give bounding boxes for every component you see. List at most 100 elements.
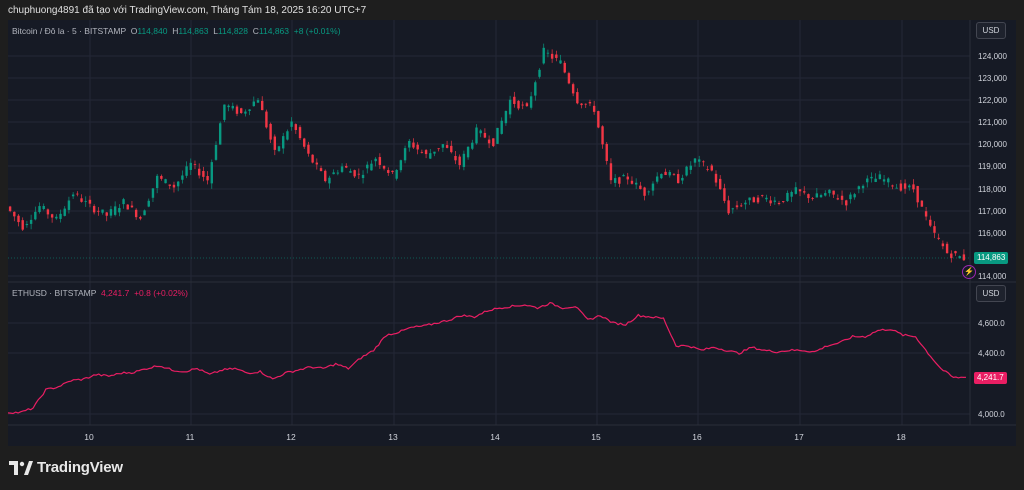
btc-candle — [786, 192, 789, 202]
eth-currency-button[interactable]: USD — [976, 285, 1006, 302]
eth-price-label: 4,600.0 — [978, 319, 1005, 328]
btc-legend: Bitcoin / Đô la · 5 · BITSTAMP O114,840 … — [12, 26, 341, 36]
btc-candle — [794, 187, 798, 194]
btc-candle — [668, 172, 671, 176]
btc-candle — [139, 217, 142, 219]
btc-candle — [605, 143, 608, 161]
btc-candle — [466, 146, 470, 158]
btc-candle — [324, 170, 327, 182]
btc-candle — [387, 170, 390, 173]
btc-candle — [445, 145, 449, 148]
btc-candle — [706, 169, 709, 170]
btc-candle — [319, 168, 323, 171]
btc-candle — [21, 220, 24, 230]
chart-canvas[interactable] — [8, 20, 1016, 446]
btc-candle — [210, 162, 213, 184]
btc-symbol[interactable]: Bitcoin / Đô la · 5 · BITSTAMP — [12, 26, 126, 36]
btc-candle — [109, 209, 113, 216]
btc-candle — [105, 212, 108, 216]
btc-candle — [819, 195, 823, 198]
btc-candle — [550, 53, 554, 59]
btc-candle — [46, 209, 50, 215]
btc-candle — [403, 148, 407, 161]
btc-last-price-tag: 114,863 — [974, 252, 1009, 264]
btc-candle — [92, 206, 96, 213]
btc-currency-button[interactable]: USD — [976, 22, 1006, 39]
btc-candle — [206, 176, 209, 181]
btc-candle — [492, 138, 495, 147]
btc-candle — [382, 165, 386, 169]
btc-candle — [777, 202, 781, 204]
btc-candle — [878, 174, 882, 180]
btc-candle — [958, 256, 961, 259]
btc-candle — [748, 197, 751, 201]
btc-candle — [189, 162, 192, 170]
btc-candle — [126, 204, 129, 210]
btc-candle — [752, 197, 756, 203]
time-axis-label: 16 — [692, 432, 702, 442]
alert-bolt-icon[interactable]: ⚡ — [962, 265, 976, 279]
btc-price-label: 123,000 — [978, 74, 1007, 83]
btc-candle — [345, 165, 348, 168]
btc-candle — [714, 173, 718, 183]
btc-candle — [290, 121, 293, 127]
btc-candle — [424, 150, 428, 155]
btc-candle — [399, 160, 403, 171]
btc-candle — [160, 176, 163, 179]
btc-candle — [134, 209, 138, 218]
tradingview-logo[interactable]: TradingView — [9, 459, 123, 476]
btc-candle — [941, 243, 945, 247]
btc-candle — [504, 110, 508, 124]
btc-candle — [576, 92, 579, 104]
btc-candle — [429, 153, 432, 159]
btc-candle — [374, 158, 377, 162]
btc-candle — [735, 205, 739, 208]
btc-candle — [218, 123, 222, 145]
btc-candle — [693, 158, 697, 163]
btc-candle — [513, 96, 516, 104]
btc-candle — [832, 190, 835, 195]
btc-candle — [17, 215, 20, 223]
btc-candle — [723, 188, 726, 201]
btc-candle — [298, 127, 302, 139]
btc-price-label: 114,000 — [978, 272, 1007, 281]
btc-candle — [924, 211, 928, 217]
btc-candle — [920, 200, 924, 207]
btc-price-label: 124,000 — [978, 52, 1007, 61]
btc-candle — [282, 136, 285, 149]
btc-price-label: 116,000 — [978, 229, 1007, 238]
btc-candle — [756, 197, 760, 203]
btc-candle — [80, 198, 83, 202]
btc-candle — [370, 163, 373, 171]
low-key: L — [213, 26, 218, 36]
btc-candle — [269, 123, 272, 140]
btc-candle — [853, 194, 856, 198]
btc-candle — [155, 175, 159, 189]
btc-candle — [626, 176, 629, 180]
eth-symbol[interactable]: ETHUSD · BITSTAMP — [12, 288, 97, 298]
btc-candle — [311, 154, 314, 163]
btc-candle — [782, 201, 785, 203]
btc-candle — [592, 105, 596, 112]
btc-candle — [937, 237, 940, 239]
btc-price-label: 119,000 — [978, 162, 1007, 171]
high-key: H — [172, 26, 179, 36]
chart-panel[interactable]: Bitcoin / Đô la · 5 · BITSTAMP O114,840 … — [8, 20, 1016, 446]
btc-candle — [458, 156, 461, 166]
btc-candle — [634, 182, 638, 185]
time-axis-label: 15 — [591, 432, 601, 442]
btc-candle — [164, 179, 167, 184]
btc-candle — [950, 253, 953, 259]
btc-candle — [256, 100, 260, 103]
btc-candle — [50, 214, 54, 218]
btc-candle — [416, 144, 419, 150]
btc-candles — [8, 43, 966, 263]
time-axis-label: 18 — [896, 432, 906, 442]
btc-candle — [508, 99, 512, 115]
btc-candle — [828, 189, 831, 194]
btc-candle — [529, 96, 533, 108]
btc-candle — [76, 193, 79, 195]
btc-candle — [118, 208, 121, 213]
btc-candle — [67, 200, 71, 210]
btc-candle — [908, 185, 911, 188]
